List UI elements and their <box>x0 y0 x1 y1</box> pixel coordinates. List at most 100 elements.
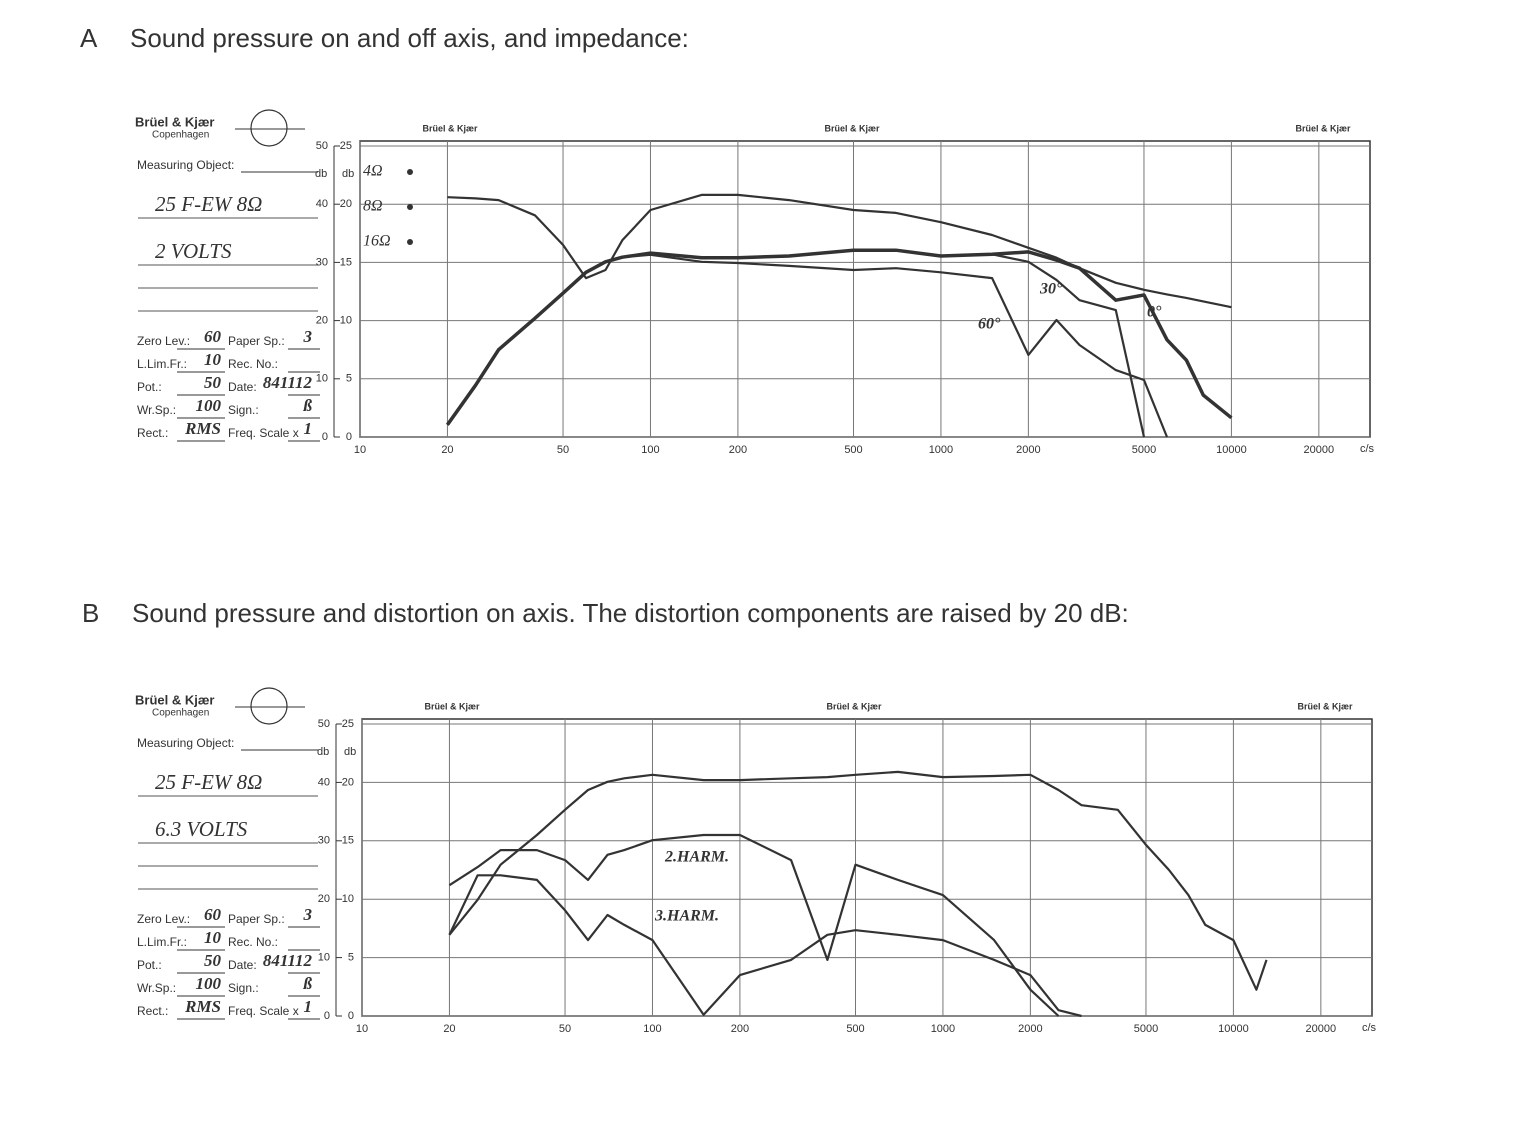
y-tick-label: 10 <box>316 373 328 385</box>
x-tick-label: 20000 <box>1304 444 1335 456</box>
series-line <box>448 770 1268 991</box>
plot-frame <box>361 718 1373 1017</box>
field-value: 1 <box>304 997 313 1016</box>
annotation-dot <box>407 239 413 245</box>
x-axis-label: c/s <box>1360 443 1375 455</box>
series-label: 30° <box>1039 281 1063 298</box>
field-value: 3 <box>303 905 313 924</box>
y2-tick-label: 15 <box>340 256 352 268</box>
y-tick-label: 30 <box>316 256 328 268</box>
field-label: Paper Sp.: <box>228 912 285 926</box>
field-label: Pot.: <box>137 380 162 394</box>
logo <box>250 687 288 725</box>
field-label: Rec. No.: <box>228 357 278 371</box>
field-value: ß <box>303 974 313 993</box>
y-tick-label: 30 <box>318 835 330 847</box>
field-label: Rect.: <box>137 1004 168 1018</box>
y-tick-label: 40 <box>316 198 328 210</box>
field-value: ß <box>303 396 313 415</box>
x-tick-label: 2000 <box>1016 444 1040 456</box>
y2-tick-label: 5 <box>348 952 354 964</box>
field-value: 10 <box>204 928 222 947</box>
field-label: Date: <box>228 380 257 394</box>
y2-tick-label: 25 <box>340 140 352 152</box>
object-label: Measuring Object: <box>137 158 234 172</box>
field-label: Sign.: <box>228 403 259 417</box>
y-tick-label: 20 <box>318 893 330 905</box>
x-tick-label: 5000 <box>1132 444 1156 456</box>
x-tick-label: 20000 <box>1306 1023 1337 1035</box>
y2-axis-label: db <box>342 168 354 180</box>
x-tick-label: 10 <box>356 1023 368 1035</box>
annotation: 4Ω <box>363 163 383 180</box>
series-line <box>446 253 1169 438</box>
annotation: 8Ω <box>363 198 383 215</box>
field-label: L.Lim.Fr.: <box>137 935 187 949</box>
series-line <box>448 874 1082 1018</box>
field-value: 841112 <box>263 951 313 970</box>
field-value: 841112 <box>263 373 313 392</box>
y2-tick-label: 10 <box>342 893 354 905</box>
series-line <box>446 249 1146 438</box>
x-tick-label: 50 <box>559 1023 571 1035</box>
header-mark: Brüel & Kjær <box>824 123 880 133</box>
y-axis-label: db <box>315 168 327 180</box>
field-value: 60 <box>204 905 222 924</box>
x-tick-label: 10 <box>354 444 366 456</box>
y2-tick-label: 5 <box>346 373 352 385</box>
field-label: Sign.: <box>228 981 259 995</box>
field-label: Pot.: <box>137 958 162 972</box>
x-tick-label: 10000 <box>1218 1023 1249 1035</box>
x-tick-label: 100 <box>643 1023 661 1035</box>
object-line: 25 F-EW 8Ω <box>155 192 262 216</box>
y-tick-label: 0 <box>324 1010 330 1022</box>
y-tick-label: 50 <box>318 718 330 730</box>
y-tick-label: 20 <box>316 315 328 327</box>
x-tick-label: 200 <box>731 1023 749 1035</box>
header-mark: Brüel & Kjær <box>424 701 480 711</box>
x-tick-label: 1000 <box>931 1023 955 1035</box>
series-label: 3.HARM. <box>654 908 719 925</box>
brand: Brüel & Kjær <box>135 114 214 129</box>
field-label: Zero Lev.: <box>137 334 190 348</box>
header-mark: Brüel & Kjær <box>1295 123 1351 133</box>
x-tick-label: 200 <box>729 444 747 456</box>
field-label: Rect.: <box>137 426 168 440</box>
x-axis-label: c/s <box>1362 1022 1377 1034</box>
field-label: L.Lim.Fr.: <box>137 357 187 371</box>
field-value: 60 <box>204 327 222 346</box>
field-label: Wr.Sp.: <box>137 403 176 417</box>
y2-axis-label: db <box>344 746 356 758</box>
panel-label: A <box>80 23 98 53</box>
field-label: Paper Sp.: <box>228 334 285 348</box>
field-value: RMS <box>184 997 221 1016</box>
y-tick-label: 0 <box>322 431 328 443</box>
header-mark: Brüel & Kjær <box>422 123 478 133</box>
series-line <box>448 833 1060 1017</box>
field-value: 100 <box>196 396 222 415</box>
series-label: 0° <box>1147 304 1162 321</box>
x-tick-label: 20 <box>441 444 453 456</box>
field-value: 50 <box>204 951 222 970</box>
y-tick-label: 10 <box>318 952 330 964</box>
x-tick-label: 20 <box>443 1023 455 1035</box>
logo <box>250 109 288 147</box>
city: Copenhagen <box>152 708 209 719</box>
series-line <box>447 193 1232 309</box>
x-tick-label: 500 <box>844 444 862 456</box>
y2-tick-label: 20 <box>342 776 354 788</box>
y2-tick-label: 0 <box>348 1010 354 1022</box>
field-label: Freq. Scale x <box>228 426 299 440</box>
chart-title: Sound pressure on and off axis, and impe… <box>130 23 689 53</box>
y2-tick-label: 10 <box>340 315 352 327</box>
x-tick-label: 100 <box>641 444 659 456</box>
annotation-dot <box>407 204 413 210</box>
field-value: RMS <box>184 419 221 438</box>
header-mark: Brüel & Kjær <box>1297 701 1353 711</box>
y-tick-label: 40 <box>318 776 330 788</box>
object-line: 2 VOLTS <box>155 239 232 263</box>
series-line <box>445 248 1233 426</box>
y2-tick-label: 20 <box>340 198 352 210</box>
x-tick-label: 5000 <box>1134 1023 1158 1035</box>
